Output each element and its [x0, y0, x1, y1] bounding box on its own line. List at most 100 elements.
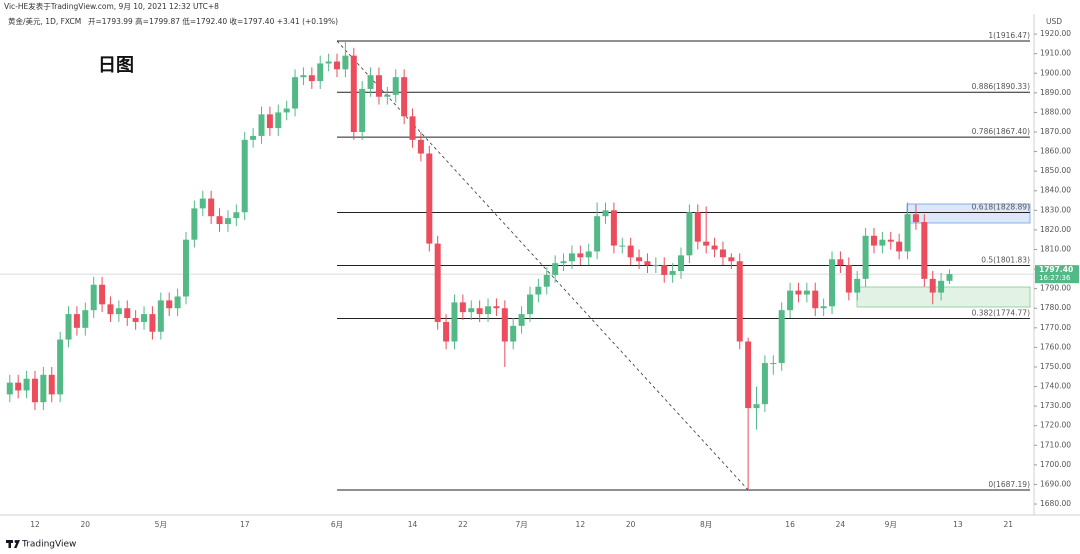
fib-label: 0.382(1774.77) [972, 308, 1030, 317]
candle-body [644, 261, 651, 266]
candle-body [552, 263, 559, 275]
x-tick-label: 22 [458, 520, 468, 529]
candle-body [266, 114, 273, 129]
candle-body [107, 304, 114, 315]
candle-body [476, 308, 483, 315]
x-tick-label: 21 [1003, 520, 1013, 529]
candle-body [795, 290, 802, 295]
resistance-zone [906, 203, 1031, 224]
candle-body [350, 55, 357, 133]
candle-body [887, 239, 894, 242]
fib-label: 1(1916.47) [988, 31, 1030, 40]
x-tick-label: 14 [408, 520, 418, 529]
x-tick-label: 7月 [515, 520, 527, 529]
y-tick-label: 1770.00 [1040, 323, 1071, 332]
y-tick-label: 1690.00 [1040, 479, 1071, 488]
brand-logo [6, 540, 20, 548]
candle-body [535, 286, 542, 295]
candle-body [409, 116, 416, 140]
candle-body [300, 75, 307, 78]
candle-body [703, 241, 710, 246]
candle-body [879, 239, 886, 246]
candle-body [23, 378, 30, 391]
candle-body [770, 363, 777, 365]
published-line: Vic-HE发表于TradingView.com, 9月 10, 2021 12… [4, 1, 219, 11]
y-tick-label: 1820.00 [1040, 225, 1071, 234]
candle-body [485, 306, 492, 315]
y-tick-label: 1710.00 [1040, 440, 1071, 449]
candle-body [384, 94, 391, 97]
candle-body [870, 235, 877, 246]
symbol-line: 黄金/美元, 1D, FXCM [8, 16, 81, 26]
candle-body [845, 265, 852, 293]
candle-body [803, 290, 810, 295]
y-tick-label: 1920.00 [1040, 29, 1071, 38]
candle-body [829, 259, 836, 307]
candle-body [719, 249, 726, 258]
candle-body [946, 274, 953, 281]
y-tick-label: 1860.00 [1040, 147, 1071, 156]
candle-body [761, 363, 768, 405]
candle-body [392, 77, 399, 95]
candle-body [812, 290, 819, 309]
candle-body [73, 314, 80, 328]
y-tick-label: 1830.00 [1040, 205, 1071, 214]
candle-body [157, 300, 164, 332]
candle-body [510, 325, 517, 342]
candle-body [208, 198, 215, 217]
candle-body [896, 241, 903, 252]
candle-body [837, 259, 844, 266]
x-tick-label: 20 [626, 520, 636, 529]
candle-body [334, 61, 341, 70]
candle-body [216, 216, 223, 225]
fib-label: 0.618(1828.89) [972, 202, 1030, 211]
x-tick-label: 12 [576, 520, 586, 529]
y-tick-label: 1850.00 [1040, 166, 1071, 175]
fib-label: 0.786(1867.40) [972, 127, 1030, 136]
candle-body [560, 261, 567, 264]
candle-body [753, 404, 760, 409]
candle-body [48, 374, 55, 395]
candle-body [787, 290, 794, 311]
candle-body [778, 310, 785, 364]
y-tick-label: 1840.00 [1040, 186, 1071, 195]
candle-body [501, 308, 508, 342]
candle-body [669, 271, 676, 275]
candle-body [820, 306, 827, 309]
y-axis-label: USD [1046, 17, 1062, 26]
last-price-label: 1797.40 [1039, 265, 1073, 274]
candle-body [166, 300, 173, 309]
x-tick-label: 24 [836, 520, 846, 529]
candle-body [904, 214, 911, 252]
y-tick-label: 1910.00 [1040, 49, 1071, 58]
candle-body [619, 245, 626, 247]
y-tick-label: 1810.00 [1040, 244, 1071, 253]
candle-body [543, 274, 550, 287]
y-tick-label: 1700.00 [1040, 460, 1071, 469]
candle-body [585, 251, 592, 258]
candle-body [250, 135, 257, 140]
candle-body [526, 294, 533, 315]
y-tick-label: 1780.00 [1040, 303, 1071, 312]
x-tick-label: 16 [785, 520, 795, 529]
candle-body [401, 77, 408, 117]
candle-body [854, 278, 861, 293]
x-tick-label: 5月 [155, 520, 167, 529]
candle-body [636, 257, 643, 262]
candle-body [375, 75, 382, 97]
candle-body [174, 296, 181, 309]
candle-body [325, 61, 332, 64]
candle-body [258, 114, 265, 136]
candle-body [124, 308, 131, 319]
candle-body [367, 75, 374, 89]
x-tick-label: 17 [240, 520, 250, 529]
y-tick-label: 1760.00 [1040, 342, 1071, 351]
candle-body [241, 139, 248, 213]
y-tick-label: 1750.00 [1040, 362, 1071, 371]
x-tick-label: 13 [953, 520, 963, 529]
candle-body [31, 378, 38, 403]
y-tick-label: 1790.00 [1040, 284, 1071, 293]
candle-body [283, 108, 290, 113]
x-tick-label: 20 [81, 520, 91, 529]
